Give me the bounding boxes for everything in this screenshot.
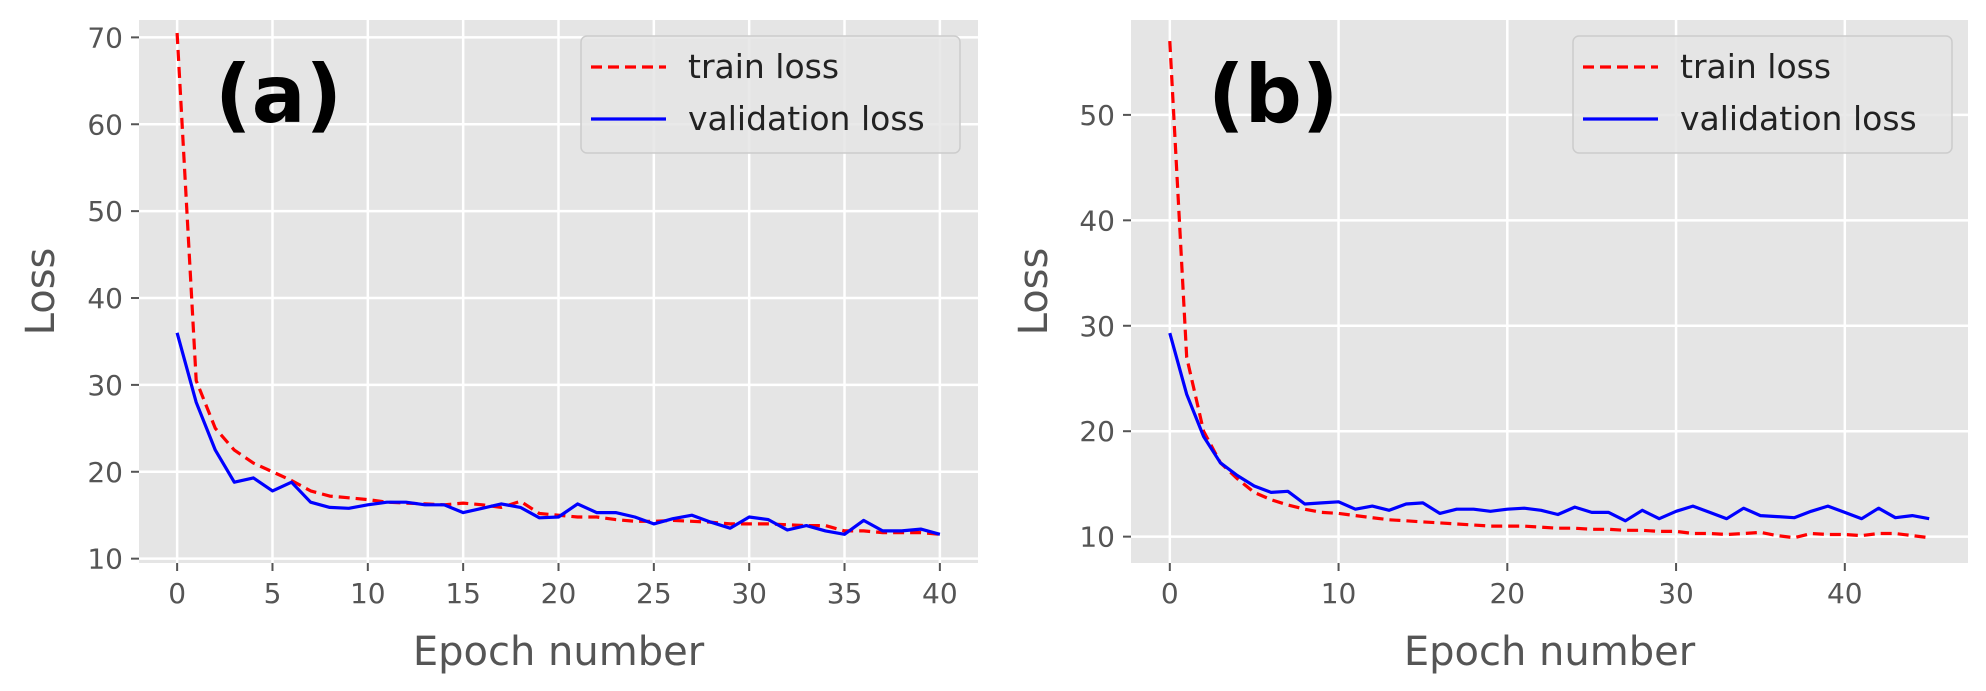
x-tick-label: 0 — [1161, 577, 1179, 610]
x-tick-label: 40 — [1827, 577, 1863, 610]
x-tick-label: 15 — [445, 577, 481, 610]
x-tick-label: 10 — [350, 577, 386, 610]
legend-label-train-loss: train loss — [688, 47, 839, 86]
legend-label-validation-loss: validation loss — [1680, 99, 1917, 138]
train-loss-line — [1168, 41, 1930, 540]
legend: train loss validation loss — [1572, 35, 1953, 154]
x-tick-label: 5 — [264, 577, 282, 610]
chart-panel-0: 0 5 10 15 20 25 30 35 40 10 20 30 40 50 60 70 Epoch numb… — [18, 20, 978, 675]
panel-label: (b) — [1208, 48, 1338, 141]
legend-label-train-loss: train loss — [1680, 47, 1831, 86]
x-tick-label: 40 — [922, 577, 958, 610]
y-tick-label: 50 — [1079, 99, 1115, 132]
x-axis-label: Epoch number — [1404, 629, 1696, 675]
legend: train loss validation loss — [580, 35, 961, 154]
panel-label: (a) — [215, 48, 342, 141]
x-tick-label: 30 — [1658, 577, 1694, 610]
x-tick-label: 20 — [541, 577, 577, 610]
x-tick-label: 35 — [827, 577, 863, 610]
legend-box — [580, 35, 961, 154]
y-tick-label: 40 — [87, 282, 123, 315]
chart-panel-1: 0 10 20 30 40 10 20 30 40 50 Epoch number Loss train… — [1011, 20, 1968, 675]
y-tick-label: 20 — [87, 456, 123, 489]
y-axis-label: Loss — [1011, 248, 1057, 336]
y-tick-label: 70 — [87, 21, 123, 54]
x-tick-label: 20 — [1489, 577, 1525, 610]
legend-label-validation-loss: validation loss — [688, 99, 925, 138]
y-tick-label: 60 — [87, 108, 123, 141]
y-tick-label: 30 — [87, 369, 123, 402]
y-tick-label: 10 — [87, 543, 123, 576]
validation-loss-line — [1168, 332, 1930, 523]
x-tick-label: 30 — [731, 577, 767, 610]
y-tick-label: 30 — [1079, 310, 1115, 343]
validation-loss-line — [175, 332, 941, 536]
y-axis-label: Loss — [18, 248, 64, 336]
y-tick-label: 40 — [1079, 204, 1115, 237]
x-axis-label: Epoch number — [413, 629, 705, 675]
x-tick-label: 25 — [636, 577, 672, 610]
y-tick-label: 20 — [1079, 415, 1115, 448]
y-tick-label: 50 — [87, 195, 123, 228]
x-tick-label: 10 — [1321, 577, 1357, 610]
y-tick-label: 10 — [1079, 521, 1115, 554]
legend-box — [1572, 35, 1953, 154]
x-tick-label: 0 — [168, 577, 186, 610]
